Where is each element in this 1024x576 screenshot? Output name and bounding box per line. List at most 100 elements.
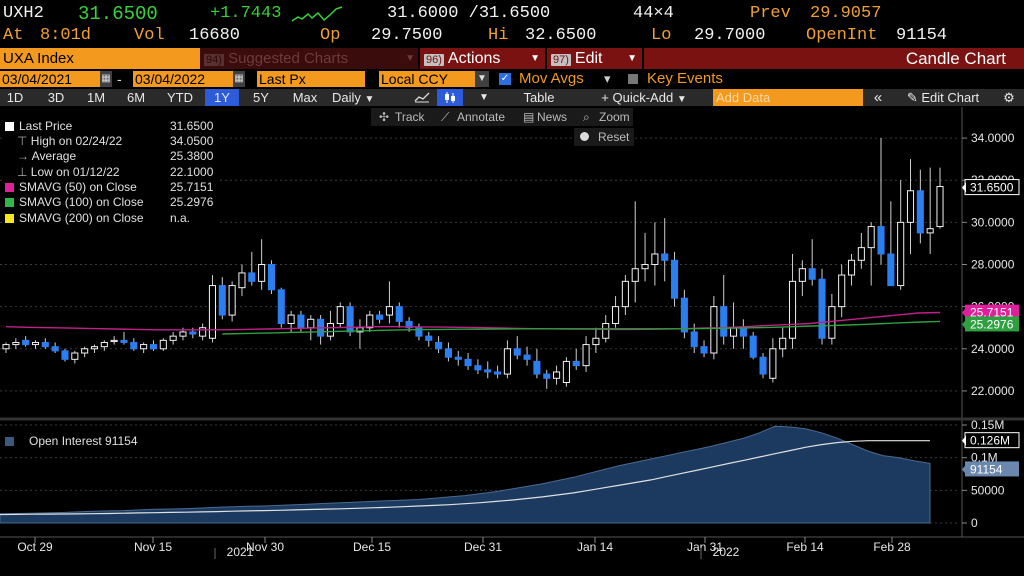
period-3d[interactable]: 3D: [47, 90, 65, 105]
start-date-input[interactable]: 03/04/2021: [0, 71, 100, 87]
candle-body: [729, 327, 738, 337]
last-price-tag-pointer: [962, 182, 966, 193]
candle-body: [621, 280, 629, 308]
mov-avgs-checkbox[interactable]: ✓: [499, 73, 511, 85]
line-chart-icon[interactable]: [410, 89, 434, 106]
price-field-select[interactable]: Last Px: [257, 71, 365, 87]
candle-body: [739, 327, 747, 337]
period-6m[interactable]: 6M: [126, 90, 146, 105]
chevron-down-icon: ▼: [627, 53, 637, 64]
reset-button[interactable]: Reset: [574, 128, 634, 146]
chevron-down-icon: ▼: [364, 94, 375, 105]
edit-menu[interactable]: 97) Edit ▼: [547, 48, 642, 69]
high-label: Hi: [488, 26, 509, 45]
suggested-charts-label: Suggested Charts: [228, 50, 349, 67]
candle-body: [818, 278, 826, 339]
candle-body: [808, 268, 816, 280]
period-ytd[interactable]: YTD: [167, 90, 193, 105]
candle-body: [366, 314, 374, 329]
legend-label: ⊥ Low on 01/12/22: [17, 165, 120, 180]
candle-body: [700, 346, 708, 354]
x-year-label: 2021: [227, 545, 254, 559]
candle-body: [651, 253, 659, 265]
annotate-button[interactable]: Annotate: [457, 110, 506, 124]
legend-swatch: [5, 122, 14, 131]
calendar-icon[interactable]: ▦: [100, 71, 112, 87]
candle-body: [474, 365, 482, 371]
collapse-left-icon[interactable]: «: [873, 89, 883, 106]
candle-body: [720, 306, 728, 337]
chevron-down-icon[interactable]: ▾: [604, 71, 611, 86]
x-tick-label: Dec 31: [464, 540, 502, 554]
prev-value: 29.9057: [810, 4, 882, 23]
candle-body: [631, 268, 639, 282]
chevron-down-icon[interactable]: ▼: [475, 71, 489, 87]
open-interest-average-line: [0, 440, 930, 516]
candle-body: [100, 341, 108, 348]
candle-body: [562, 360, 570, 384]
date-range-dash: -: [117, 71, 122, 87]
plus-icon: +: [601, 90, 609, 105]
quick-add-button[interactable]: + Quick-Add ▼: [583, 89, 705, 106]
candle-body: [61, 350, 69, 360]
legend-label: SMAVG (200) on Close: [19, 211, 144, 225]
candle-body: [189, 331, 197, 335]
actions-menu[interactable]: 96) Actions ▼: [420, 48, 545, 69]
candle-chart[interactable]: 22.000024.000026.000028.000030.000032.00…: [0, 107, 1024, 576]
end-date-input[interactable]: 03/04/2022: [133, 71, 233, 87]
frequency-label: Daily: [332, 90, 361, 105]
candle-body: [926, 228, 934, 234]
zoom-button[interactable]: Zoom: [599, 110, 630, 124]
period-5y[interactable]: 5Y: [253, 90, 269, 105]
candle-body: [130, 341, 138, 350]
zoom-icon[interactable]: ⌕: [583, 110, 590, 124]
edit-chart-button[interactable]: ✎ Edit Chart: [893, 89, 993, 106]
chart-type-title: Candle Chart: [644, 48, 1024, 69]
chart-tools-bar: ✣ Track ⟋ Annotate ▤ News ⌕ Zoom: [371, 108, 633, 126]
frequency-select[interactable]: Daily ▼: [332, 89, 404, 106]
net-change: +1.7443: [210, 4, 282, 23]
security-field[interactable]: UXA Index: [0, 48, 200, 69]
period-1d[interactable]: 1D: [6, 90, 24, 105]
chevron-down-icon: ▼: [405, 53, 415, 64]
suggested-charts-button[interactable]: 94) Suggested Charts ▼: [200, 48, 418, 69]
annotate-icon[interactable]: ⟋: [441, 110, 450, 124]
chevron-down-icon: ▼: [530, 53, 540, 64]
volume: 16680: [189, 26, 241, 45]
table-button[interactable]: Table: [523, 90, 555, 105]
price-legend: Last Price 31.6500 ⊤ High on 02/24/22 34…: [2, 117, 219, 228]
candle-body: [788, 280, 797, 339]
candle-body: [828, 306, 836, 339]
candle-chart-icon[interactable]: [437, 89, 463, 106]
track-icon[interactable]: ✣: [379, 110, 390, 124]
key-events-checkbox[interactable]: [628, 74, 638, 84]
candle-body: [425, 335, 433, 341]
chevron-down-icon[interactable]: ▼: [479, 92, 489, 103]
candle-body: [906, 190, 915, 223]
legend-last-price: Last Price: [5, 119, 72, 134]
sma100-tag-bg: [965, 316, 1019, 332]
period-max[interactable]: Max: [292, 90, 318, 105]
news-button[interactable]: News: [537, 110, 568, 124]
period-1y[interactable]: 1Y: [205, 89, 239, 106]
news-icon[interactable]: ▤: [523, 110, 535, 124]
open-value: 29.7500: [371, 26, 443, 45]
candle-body: [208, 285, 217, 339]
candle-body: [267, 264, 276, 291]
period-1m[interactable]: 1M: [86, 90, 106, 105]
candle-body: [857, 247, 865, 261]
candle-body: [51, 346, 59, 352]
track-button[interactable]: Track: [395, 110, 425, 124]
calendar-icon[interactable]: ▦: [233, 71, 245, 87]
oi-tick-label: 50000: [971, 483, 1005, 497]
currency-select[interactable]: Local CCY: [379, 71, 475, 87]
add-data-input[interactable]: Add Data: [713, 89, 863, 106]
at-label: At: [3, 26, 24, 45]
prev-label: Prev: [750, 4, 791, 23]
gear-icon[interactable]: ⚙: [1003, 90, 1015, 105]
candle-body: [572, 360, 580, 367]
ticker: UXH2: [3, 4, 44, 23]
candle-body: [81, 348, 89, 354]
candle-body: [838, 274, 846, 308]
candle-body: [484, 369, 492, 373]
